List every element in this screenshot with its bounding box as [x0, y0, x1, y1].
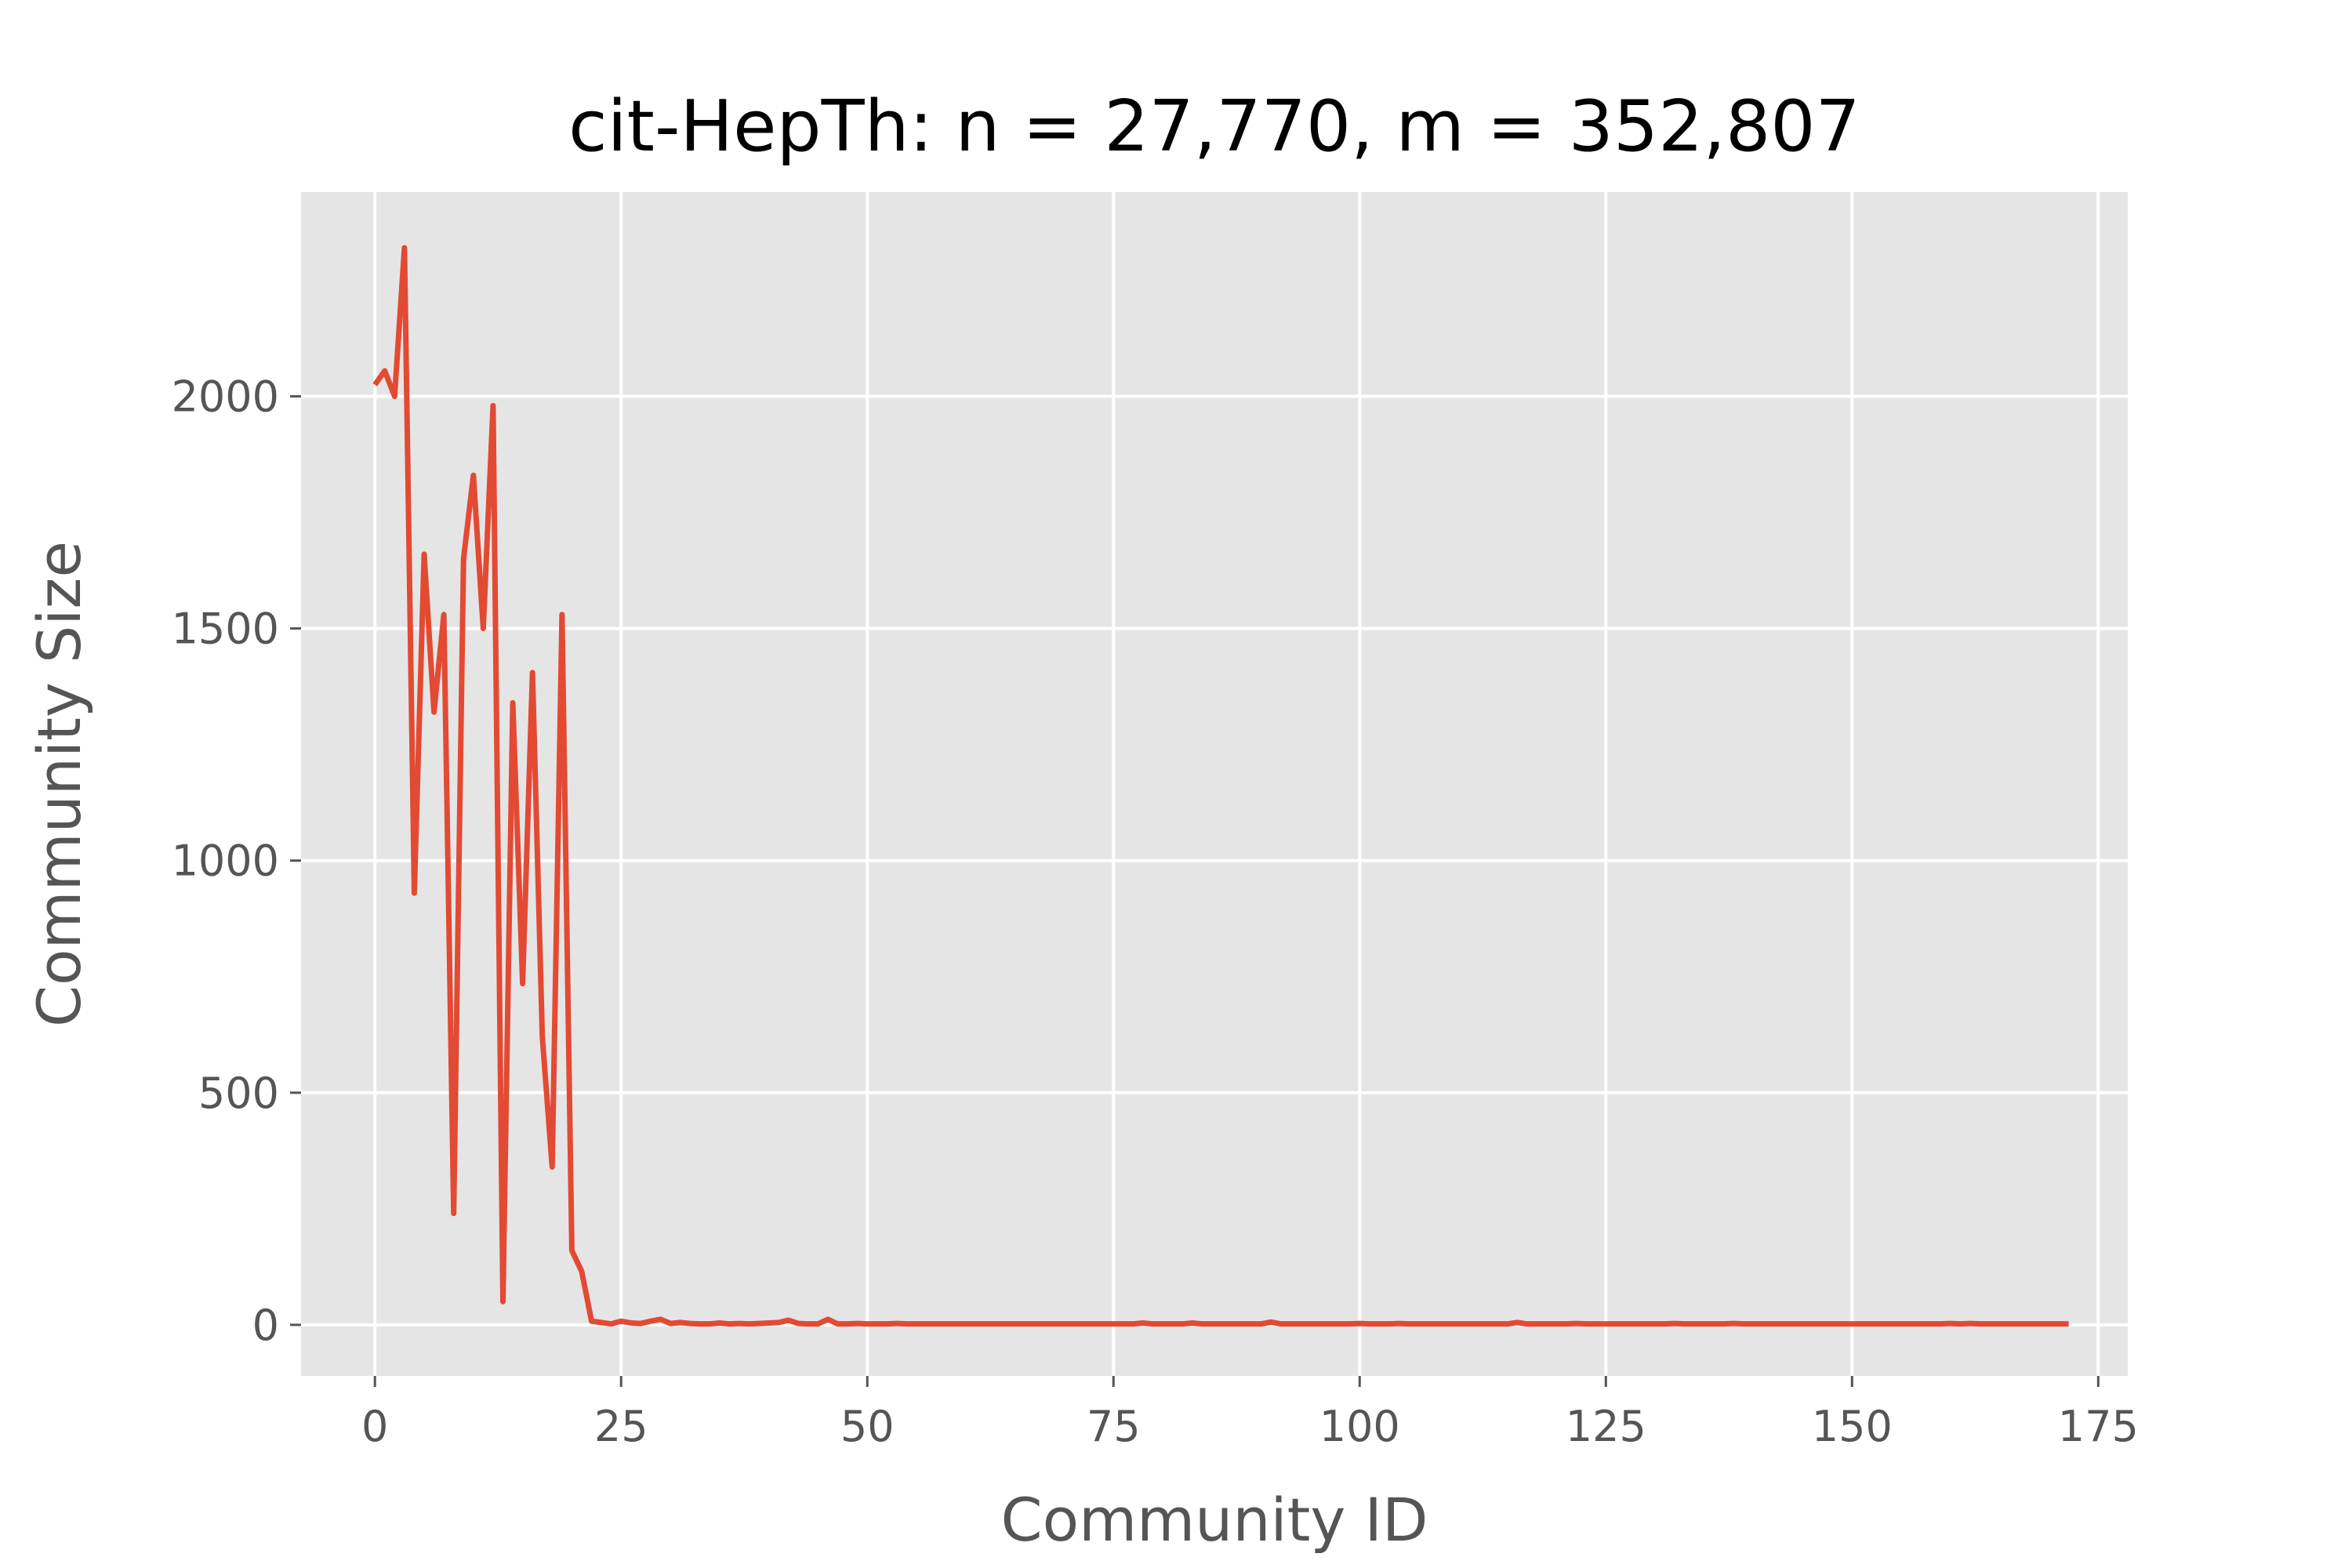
chart-title: cit-HepTh: n = 27,770, m = 352,807	[568, 85, 1860, 168]
x-tick-label: 175	[2058, 1402, 2139, 1451]
y-axis-label: Community Size	[24, 541, 94, 1027]
axis-ticks: 0 25 50 75 100 125 150 175 0 500 1000 1500 2000	[172, 372, 2139, 1451]
x-tick-label: 75	[1087, 1402, 1141, 1451]
x-tick-label: 50	[840, 1402, 895, 1451]
x-tick-label: 125	[1566, 1402, 1646, 1451]
x-tick-label: 25	[594, 1402, 648, 1451]
plot-background	[301, 192, 2128, 1376]
x-tick-label: 0	[361, 1402, 388, 1451]
x-tick-label: 150	[1812, 1402, 1893, 1451]
series-line-community-size	[372, 245, 2069, 1327]
x-axis-label: Community ID	[1001, 1485, 1428, 1555]
x-tick-label: 100	[1319, 1402, 1400, 1451]
y-tick-label: 1000	[172, 837, 279, 886]
y-tick-label: 2000	[172, 372, 279, 422]
y-tick-label: 0	[252, 1301, 279, 1350]
y-tick-label: 500	[198, 1069, 279, 1118]
y-tick-label: 1500	[172, 604, 279, 654]
